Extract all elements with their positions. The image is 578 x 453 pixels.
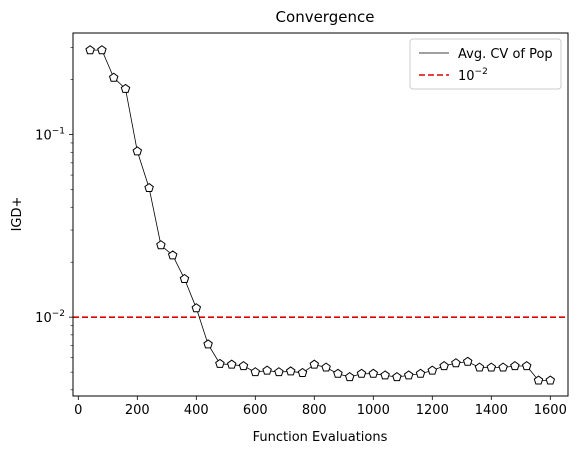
data-point	[380, 370, 390, 380]
data-point	[156, 240, 166, 250]
data-point	[510, 361, 520, 371]
plot-frame	[72, 32, 569, 397]
data-point	[462, 356, 473, 366]
data-point	[309, 359, 320, 369]
data-point	[533, 375, 544, 385]
x-tick-label: 0	[74, 403, 82, 418]
legend: Avg. CV of Pop 10−2	[409, 38, 562, 90]
legend-label-reference: 10−2	[458, 67, 488, 84]
series-line	[90, 49, 551, 381]
legend-box	[409, 38, 562, 90]
data-point	[85, 45, 95, 55]
data-point	[486, 362, 497, 372]
data-point	[144, 182, 154, 193]
data-point	[439, 361, 449, 371]
data-point	[274, 367, 284, 377]
data-point	[451, 358, 461, 368]
data-point	[191, 303, 202, 313]
data-point	[415, 368, 426, 378]
y-tick-label: 10−1	[35, 127, 65, 144]
legend-label-series: Avg. CV of Pop	[458, 47, 553, 62]
x-tick-label: 400	[184, 403, 209, 418]
data-point	[474, 362, 485, 372]
data-point	[356, 368, 367, 378]
data-point	[392, 372, 402, 382]
x-tick-label: 200	[125, 403, 150, 418]
data-point	[368, 368, 379, 378]
data-point	[285, 366, 296, 376]
x-tick-label: 800	[302, 403, 327, 418]
data-point	[427, 365, 438, 375]
data-point	[521, 361, 532, 371]
data-point	[167, 250, 178, 260]
x-tick-label: 600	[243, 403, 268, 418]
x-tick-label: 1200	[416, 403, 449, 418]
data-point	[97, 45, 107, 55]
data-point	[262, 365, 272, 375]
data-point	[545, 375, 556, 385]
data-point	[250, 367, 261, 377]
data-point	[203, 339, 213, 349]
data-point	[297, 367, 308, 377]
y-tick-label: 10−2	[35, 309, 65, 326]
data-point	[226, 359, 237, 369]
data-point	[333, 368, 343, 378]
data-point	[132, 146, 143, 156]
x-axis-label: Function Evaluations	[253, 430, 388, 445]
data-point	[108, 72, 119, 82]
data-point	[344, 372, 355, 382]
y-axis-label: IGD+	[10, 197, 25, 232]
data-point	[179, 273, 190, 283]
data-point	[321, 362, 331, 372]
x-tick-label: 1400	[475, 403, 508, 418]
data-point	[238, 361, 249, 371]
data-point	[120, 83, 131, 93]
data-point	[498, 362, 508, 372]
data-point	[215, 358, 225, 368]
x-tick-label: 1000	[357, 403, 390, 418]
data-point	[403, 370, 414, 380]
x-tick-label: 1600	[534, 403, 567, 418]
chart-title: Convergence	[276, 8, 375, 26]
